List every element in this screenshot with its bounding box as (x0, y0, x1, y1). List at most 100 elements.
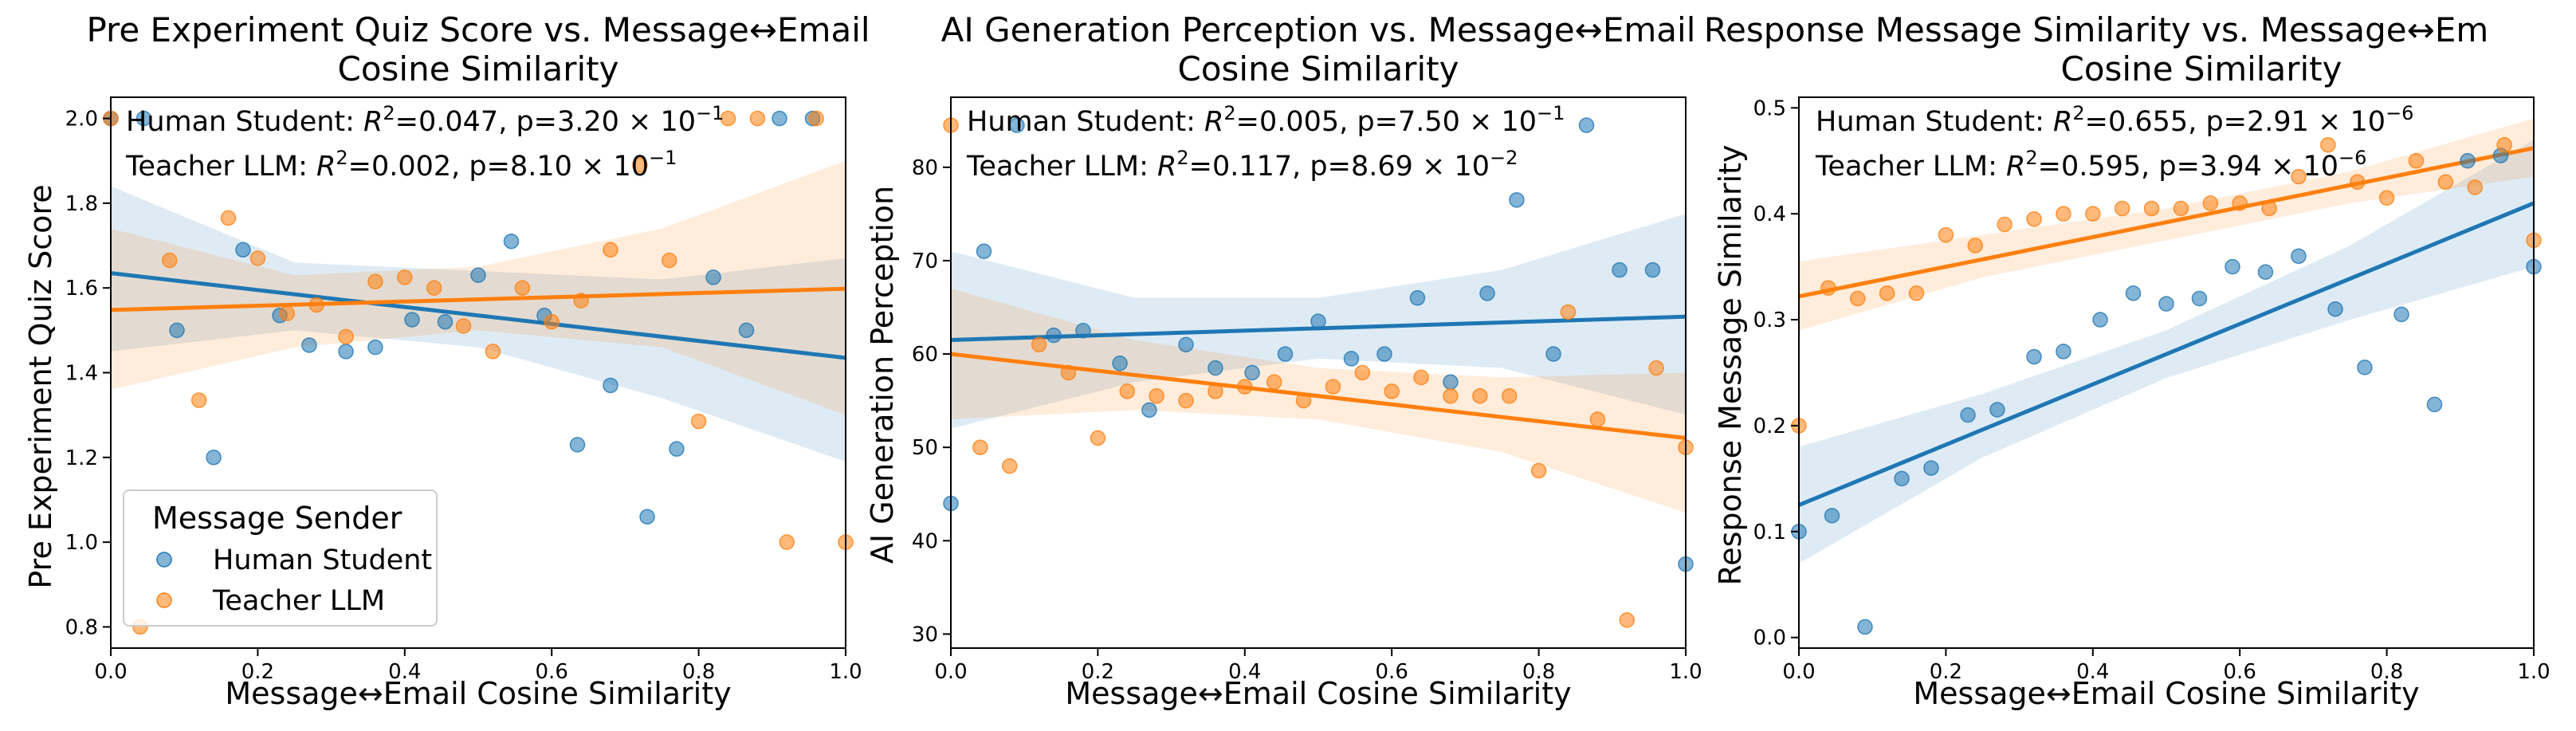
panel-2-points (943, 117, 1694, 628)
panel-1-point-human-student-17 (669, 441, 685, 457)
panel-2-stat-teacher-r2: 0.117 (1212, 151, 1292, 183)
panel-2-point-teacher-llm-15 (1384, 383, 1400, 399)
panel-1-point-teacher-llm-17 (603, 242, 618, 258)
panel-2-point-human-student-5 (1112, 356, 1128, 371)
panel-1-stat-human-r2: 0.047 (418, 106, 498, 138)
panel-2-point-teacher-llm-11 (1266, 374, 1282, 390)
legend-marker-human-student (156, 552, 172, 568)
panel-3-ci-bands (1799, 118, 2534, 564)
panel-3-point-teacher-llm-19 (2349, 174, 2366, 191)
panel-1-ytick-label-5: 1.8 (65, 192, 98, 216)
panel-2-point-teacher-llm-1 (972, 439, 988, 455)
panel-3-point-teacher-llm-11 (2114, 200, 2130, 217)
panel-1-ci-band-teacher-llm (111, 160, 846, 415)
panel-1-points (103, 110, 854, 635)
panel-1-point-human-student-1 (135, 110, 152, 127)
panel-1-point-teacher-llm-15 (544, 313, 560, 330)
panel-1-point-human-student-2 (169, 322, 185, 339)
panel-3-fit-lines (1798, 146, 2535, 507)
panel-2-point-human-student-7 (1178, 336, 1194, 353)
panel-2-title-line-1: AI Generation Perception vs. Message↔Ema… (941, 10, 1696, 49)
panel-1-point-human-student-19 (738, 322, 755, 339)
panel-3-ylabel: Response Message Similarity (1713, 145, 1748, 586)
panel-1-point-teacher-llm-12 (455, 318, 472, 334)
panel-3-point-human-student-14 (2257, 264, 2274, 281)
panel-1-point-teacher-llm-14 (514, 280, 531, 296)
panel-3-point-teacher-llm-3 (1879, 285, 1895, 301)
panel-2-frame (950, 96, 1687, 649)
panel-1-stat-teacher-exp: −1 (649, 147, 677, 169)
panel-2-point-human-student-17 (1509, 192, 1525, 208)
panel-3-point-teacher-llm-17 (2291, 168, 2307, 185)
panel-2-point-human-student-21 (1644, 261, 1661, 278)
panel-1-stat-teacher-r2: 0.002 (371, 151, 451, 183)
panel-3-point-human-student-2 (1857, 619, 1873, 635)
panel-1-point-human-student-4 (235, 242, 251, 258)
panel-2-point-human-student-16 (1479, 285, 1495, 301)
panel-1-stat-human-exp: −1 (696, 102, 724, 124)
panel-1-point-teacher-llm-6 (279, 305, 296, 321)
panel-2-point-teacher-llm-8 (1178, 392, 1194, 409)
panel-1-stat-human-p: 3.20 (557, 106, 619, 138)
panel-3-stat-human-prefix: Human Student: (1816, 106, 2053, 138)
panel-1-point-teacher-llm-22 (749, 110, 766, 127)
panel-3-point-teacher-llm-22 (2437, 174, 2454, 191)
panel-2-stat-human-prefix: Human Student: (967, 106, 1204, 138)
panel-3-ytick-label-2: 0.2 (1753, 415, 1786, 438)
panel-2-ci-band-teacher-llm (951, 289, 1686, 513)
panel-3-ytick-label-3: 0.3 (1753, 309, 1786, 332)
panel-2-point-teacher-llm-16 (1413, 369, 1429, 386)
panel-3-ytick-label-0: 0.0 (1753, 627, 1786, 650)
panel-1-point-teacher-llm-24 (808, 110, 824, 127)
panel-2-stat-human-exp: −1 (1537, 102, 1565, 124)
panel-2-point-teacher-llm-13 (1325, 379, 1341, 395)
panel-2-point-teacher-llm-2 (1002, 458, 1018, 474)
panel-1-point-teacher-llm-8 (338, 328, 354, 345)
legend-title: Message Sender (152, 501, 402, 536)
panel-3-point-teacher-llm-10 (2085, 206, 2101, 222)
panel-3-point-teacher-llm-4 (1908, 285, 1925, 301)
panel-3-point-human-student-13 (2225, 258, 2240, 275)
panel-2-stat-teacher: Teacher LLM: R2=0.117, p=8.69 × 10−2 (966, 147, 1518, 183)
panel-2-point-teacher-llm-12 (1295, 392, 1312, 409)
panel-2-point-human-student-20 (1612, 261, 1628, 278)
panel-3-point-human-student-15 (2291, 248, 2307, 265)
panel-3-point-teacher-llm-14 (2202, 195, 2219, 211)
panel-2-point-teacher-llm-14 (1354, 364, 1371, 381)
panel-2-ytick-label-1: 40 (912, 529, 938, 553)
panel-2-ytick-label-0: 30 (912, 623, 938, 647)
panel-2-point-human-student-3 (1046, 327, 1062, 344)
panel-2-xlabel: Message↔Email Cosine Similarity (1065, 676, 1571, 711)
panel-3-fit-line-human-student (1798, 201, 2535, 507)
panel-1-point-teacher-llm-10 (397, 269, 413, 285)
panel-3-xtick-label-3: 0.6 (2224, 660, 2256, 684)
panel-2-point-teacher-llm-24 (1648, 360, 1664, 376)
panel-1-title-line-1: Pre Experiment Quiz Score vs. Message↔Em… (86, 10, 870, 49)
panel-2-point-human-student-12 (1343, 351, 1360, 367)
panel-1-point-teacher-llm-23 (779, 534, 795, 550)
panel-3-point-human-student-11 (2158, 296, 2174, 312)
panel-1-point-teacher-llm-9 (367, 273, 383, 289)
panel-1-fit-lines (110, 271, 846, 360)
panel-2: AI Generation Perception vs. Message↔Ema… (865, 10, 1702, 711)
panel-2-xtick-label-5: 1.0 (1669, 660, 1702, 684)
panel-1-y-ticks: 0.8 1.0 1.2 1.4 1.6 1.8 2.0 (65, 108, 111, 639)
panel-1-point-teacher-llm-21 (720, 110, 736, 127)
panel-2-xtick-label-0: 0.0 (934, 660, 967, 684)
panel-3-point-teacher-llm-2 (1850, 290, 1866, 307)
panel-3-xtick-label-2: 0.4 (2076, 660, 2109, 684)
panel-1-ytick-label-2: 1.2 (65, 446, 98, 470)
panel-3-ci-band-teacher-llm (1799, 118, 2534, 331)
panel-1-frame (110, 96, 846, 649)
panel-3-point-teacher-llm-5 (1938, 227, 1954, 243)
panel-1-point-human-student-6 (301, 337, 317, 353)
panel-2-ytick-label-2: 50 (912, 436, 938, 460)
panel-3-stat-teacher-r2: 0.595 (2061, 151, 2141, 183)
panel-2-point-human-student-9 (1244, 364, 1260, 381)
panel-2-point-human-student-2 (1009, 117, 1025, 133)
panel-1-point-human-student-15 (603, 377, 618, 394)
panel-2-point-teacher-llm-4 (1060, 364, 1077, 381)
legend-frame (123, 489, 438, 627)
panel-1-point-teacher-llm-3 (190, 392, 207, 408)
panel-1-fit-line-teacher-llm (110, 286, 846, 312)
